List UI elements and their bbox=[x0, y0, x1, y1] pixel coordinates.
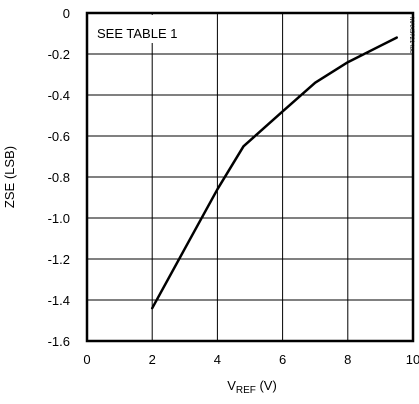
x-axis-label-subscript: REF bbox=[236, 385, 256, 396]
y-tick-label: 0 bbox=[63, 6, 70, 21]
x-tick-label: 10 bbox=[406, 352, 419, 367]
series-line bbox=[150, 36, 398, 310]
annotation-background bbox=[89, 15, 185, 43]
figure-id-label: MAX5721 toc bbox=[408, 17, 414, 53]
y-axis-label: ZSE (LSB) bbox=[2, 146, 17, 208]
y-tick-label: -1.4 bbox=[48, 293, 70, 308]
x-axis-label-main: V bbox=[227, 378, 236, 393]
grid-lines bbox=[87, 13, 413, 341]
y-tick-label: -1.2 bbox=[48, 252, 70, 267]
x-tick-labels: 0 2 4 6 8 10 bbox=[83, 352, 419, 367]
series-group bbox=[150, 36, 398, 310]
x-axis-label-unit: (V) bbox=[256, 378, 277, 393]
annotation-text: SEE TABLE 1 bbox=[97, 26, 177, 41]
x-tick-label: 4 bbox=[214, 352, 221, 367]
y-tick-label: -0.8 bbox=[48, 170, 70, 185]
y-tick-label: -1.0 bbox=[48, 211, 70, 226]
y-tick-labels: 0 -0.2 -0.4 -0.6 -0.8 -1.0 -1.2 -1.4 -1.6 bbox=[48, 6, 70, 349]
x-tick-label: 0 bbox=[83, 352, 90, 367]
x-tick-label: 2 bbox=[149, 352, 156, 367]
x-tick-label: 8 bbox=[344, 352, 351, 367]
plot-frame bbox=[85, 11, 415, 343]
y-tick-label: -1.6 bbox=[48, 334, 70, 349]
x-tick-label: 6 bbox=[279, 352, 286, 367]
y-tick-label: -0.4 bbox=[48, 88, 70, 103]
x-axis-label: VREF (V) bbox=[227, 378, 277, 396]
y-tick-label: -0.6 bbox=[48, 129, 70, 144]
y-tick-label: -0.2 bbox=[48, 47, 70, 62]
